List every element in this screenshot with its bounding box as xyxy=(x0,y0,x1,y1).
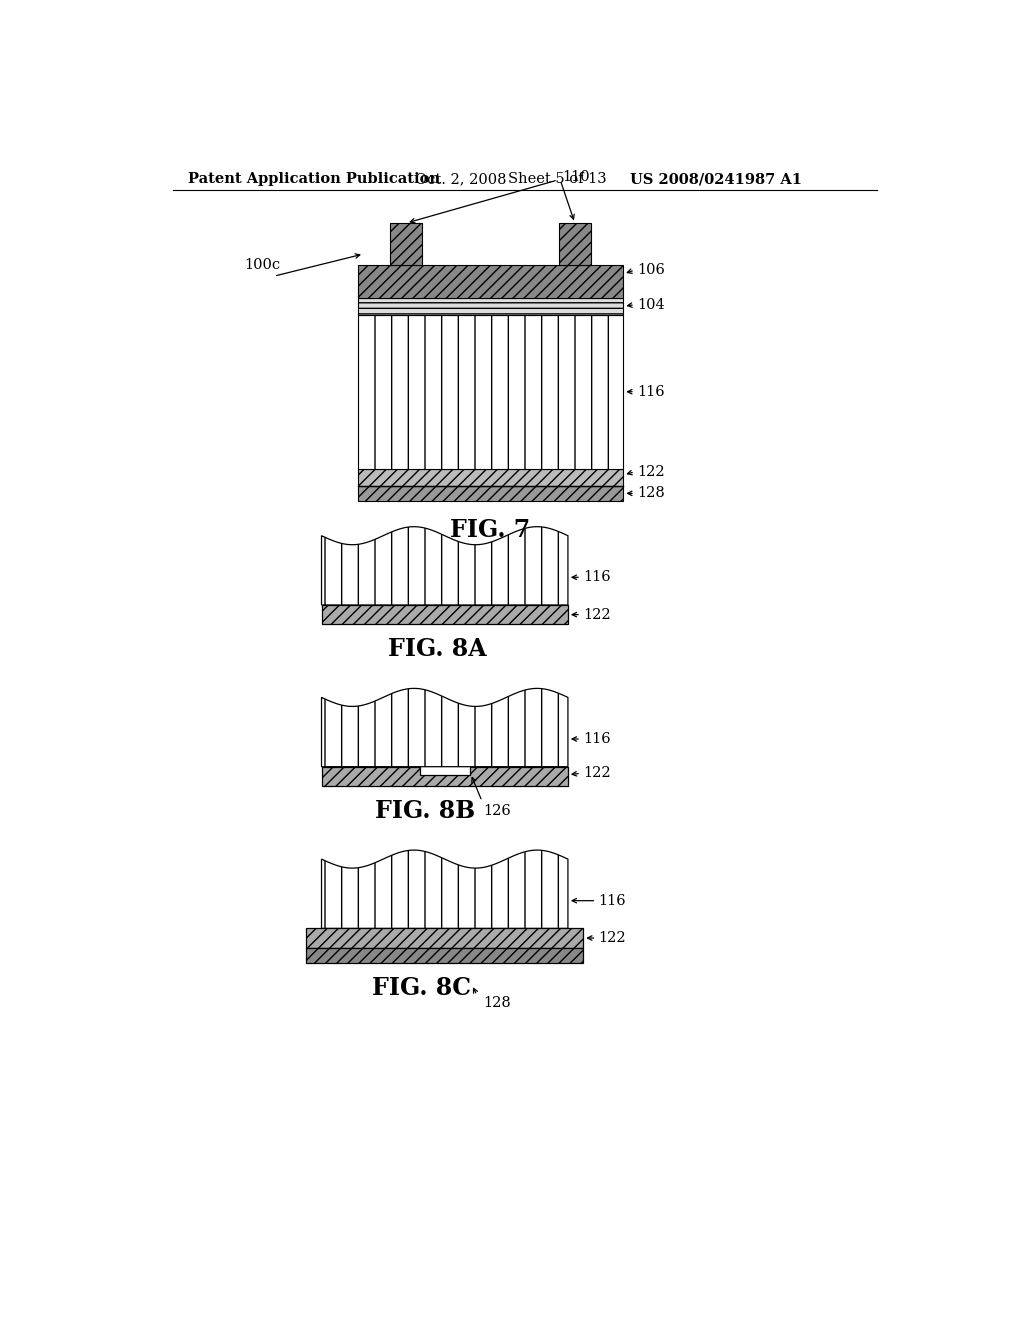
Polygon shape xyxy=(322,689,568,767)
Text: 116: 116 xyxy=(637,384,665,399)
Text: 116: 116 xyxy=(599,894,627,908)
Text: Patent Application Publication: Patent Application Publication xyxy=(188,172,440,186)
Polygon shape xyxy=(322,767,568,785)
Text: FIG. 8B: FIG. 8B xyxy=(376,799,475,822)
Text: 122: 122 xyxy=(584,766,611,780)
Bar xyxy=(322,605,568,624)
Text: Sheet 5 of 13: Sheet 5 of 13 xyxy=(508,172,606,186)
Bar xyxy=(357,486,624,502)
Text: 116: 116 xyxy=(584,570,611,585)
Text: 104: 104 xyxy=(637,298,665,312)
Text: 122: 122 xyxy=(584,607,611,622)
Bar xyxy=(559,223,591,265)
Text: 126: 126 xyxy=(483,804,511,817)
Text: 106: 106 xyxy=(637,263,666,277)
Text: 122: 122 xyxy=(599,931,627,945)
Text: 116: 116 xyxy=(584,733,611,746)
Text: US 2008/0241987 A1: US 2008/0241987 A1 xyxy=(630,172,802,186)
Text: FIG. 8A: FIG. 8A xyxy=(388,636,486,661)
Bar xyxy=(357,265,624,298)
Text: 110: 110 xyxy=(562,170,590,183)
Bar xyxy=(357,314,624,469)
Bar xyxy=(357,298,624,314)
Text: FIG. 7: FIG. 7 xyxy=(451,519,530,543)
Text: 100c: 100c xyxy=(245,257,281,272)
Bar xyxy=(357,469,624,486)
Polygon shape xyxy=(322,850,568,928)
Bar xyxy=(390,223,422,265)
Text: Oct. 2, 2008: Oct. 2, 2008 xyxy=(416,172,507,186)
Bar xyxy=(306,928,584,948)
Bar xyxy=(306,948,584,964)
Text: 122: 122 xyxy=(637,465,665,479)
Polygon shape xyxy=(322,527,568,605)
Text: 128: 128 xyxy=(483,997,511,1010)
Text: FIG. 8C: FIG. 8C xyxy=(372,975,471,999)
Text: 128: 128 xyxy=(637,486,665,500)
